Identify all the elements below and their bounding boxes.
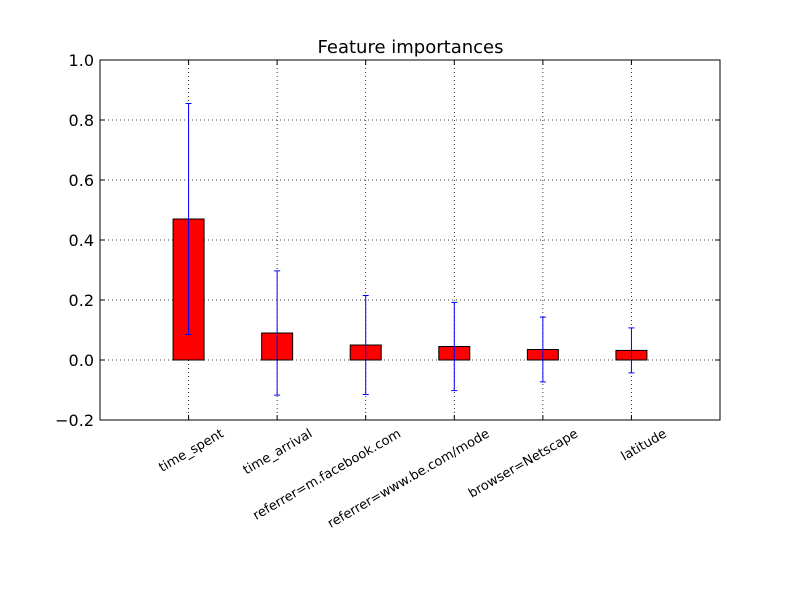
y-tick-label: −0.2 xyxy=(55,411,94,430)
x-axis-ticks: time_spent time_arrivalreferrer=m.faceboo… xyxy=(157,60,670,532)
y-tick-label: 0.0 xyxy=(69,351,94,370)
y-tick-label: 0.8 xyxy=(69,111,94,130)
chart-title: Feature importances xyxy=(318,37,504,58)
x-tick-label: time_spent xyxy=(157,426,227,475)
y-axis-ticks: −0.2 0.0 0.2 0.4 0.6 0.8 1.0 xyxy=(55,51,720,430)
x-tick-label: referrer=www.be.com/mode xyxy=(325,426,492,531)
y-tick-label: 0.6 xyxy=(69,171,94,190)
x-tick-label: referrer=m.facebook.com xyxy=(251,426,404,523)
y-tick-label: 1.0 xyxy=(69,51,94,70)
y-tick-label: 0.2 xyxy=(69,291,94,310)
error-bars xyxy=(185,103,635,396)
y-tick-label: 0.4 xyxy=(69,231,94,250)
x-tick-label: latitude xyxy=(619,426,670,464)
x-tick-label: time_arrival xyxy=(241,426,315,478)
